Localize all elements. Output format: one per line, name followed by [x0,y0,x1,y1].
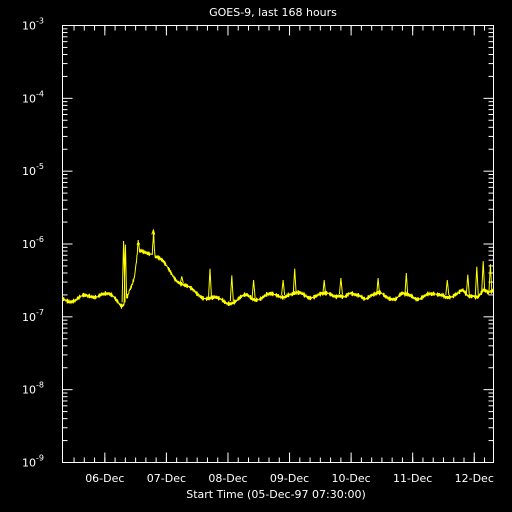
flux-spike [404,272,409,297]
y-tick-exponent: -7 [36,308,44,317]
flux-spike [251,279,256,299]
y-tick-exponent: -6 [36,235,44,244]
y-tick-label: 10-9 [22,454,44,470]
flux-spike [488,264,493,294]
flux-spike [376,278,381,296]
y-tick-exponent: -8 [36,381,44,390]
y-tick-label: 10-3 [22,17,44,33]
y-tick-base: 10 [22,457,36,470]
plot-frame [62,25,494,463]
flux-spike [179,276,184,284]
x-axis: 06-Dec 07-Dec 08-Dec 09-Dec 10-Dec 11-Dec 12-D… [73,25,494,485]
y-tick-base: 10 [22,20,36,33]
flux-spike [281,279,286,295]
y-tick-base: 10 [22,384,36,397]
y-tick-base: 10 [22,238,36,251]
flux-spike [136,241,141,245]
flux-spike [151,228,156,235]
y-tick-label: 10-7 [22,308,44,324]
y-tick-label: 10-5 [22,162,44,178]
y-tick-label: 10-4 [22,89,44,105]
flux-spike [445,279,450,295]
flux-spike [338,278,343,295]
y-tick-base: 10 [22,92,36,105]
flux-spike [229,275,234,302]
flux-spike [292,268,297,295]
x-tick-label: 06-Dec [85,472,124,485]
x-tick-label: 09-Dec [270,472,309,485]
flux-spike [121,240,126,303]
y-tick-label: 10-8 [22,381,44,397]
y-tick-exponent: -4 [36,89,44,98]
x-tick-label: 10-Dec [331,472,370,485]
x-tick-label: 12-Dec [455,472,494,485]
x-tick-label: 07-Dec [147,472,186,485]
flux-series-line [62,230,494,309]
y-axis: 10-910-810-710-610-510-410-3 [22,17,494,470]
flux-spike [208,268,212,298]
y-tick-base: 10 [22,165,36,178]
y-tick-base: 10 [22,311,36,324]
flux-spike [481,261,486,292]
flux-spike [322,279,327,296]
y-tick-label: 10-6 [22,235,44,251]
flux-spike [465,274,470,295]
x-axis-label: Start Time (05-Dec-97 07:30:00) [186,488,366,501]
y-tick-exponent: -9 [36,454,44,463]
flux-spike [474,266,479,296]
x-tick-label: 11-Dec [393,472,432,485]
y-tick-exponent: -3 [36,17,44,26]
chart-title: GOES-9, last 168 hours [209,6,337,19]
series-layer [62,228,494,309]
x-tick-label: 08-Dec [208,472,247,485]
y-tick-exponent: -5 [36,162,44,171]
